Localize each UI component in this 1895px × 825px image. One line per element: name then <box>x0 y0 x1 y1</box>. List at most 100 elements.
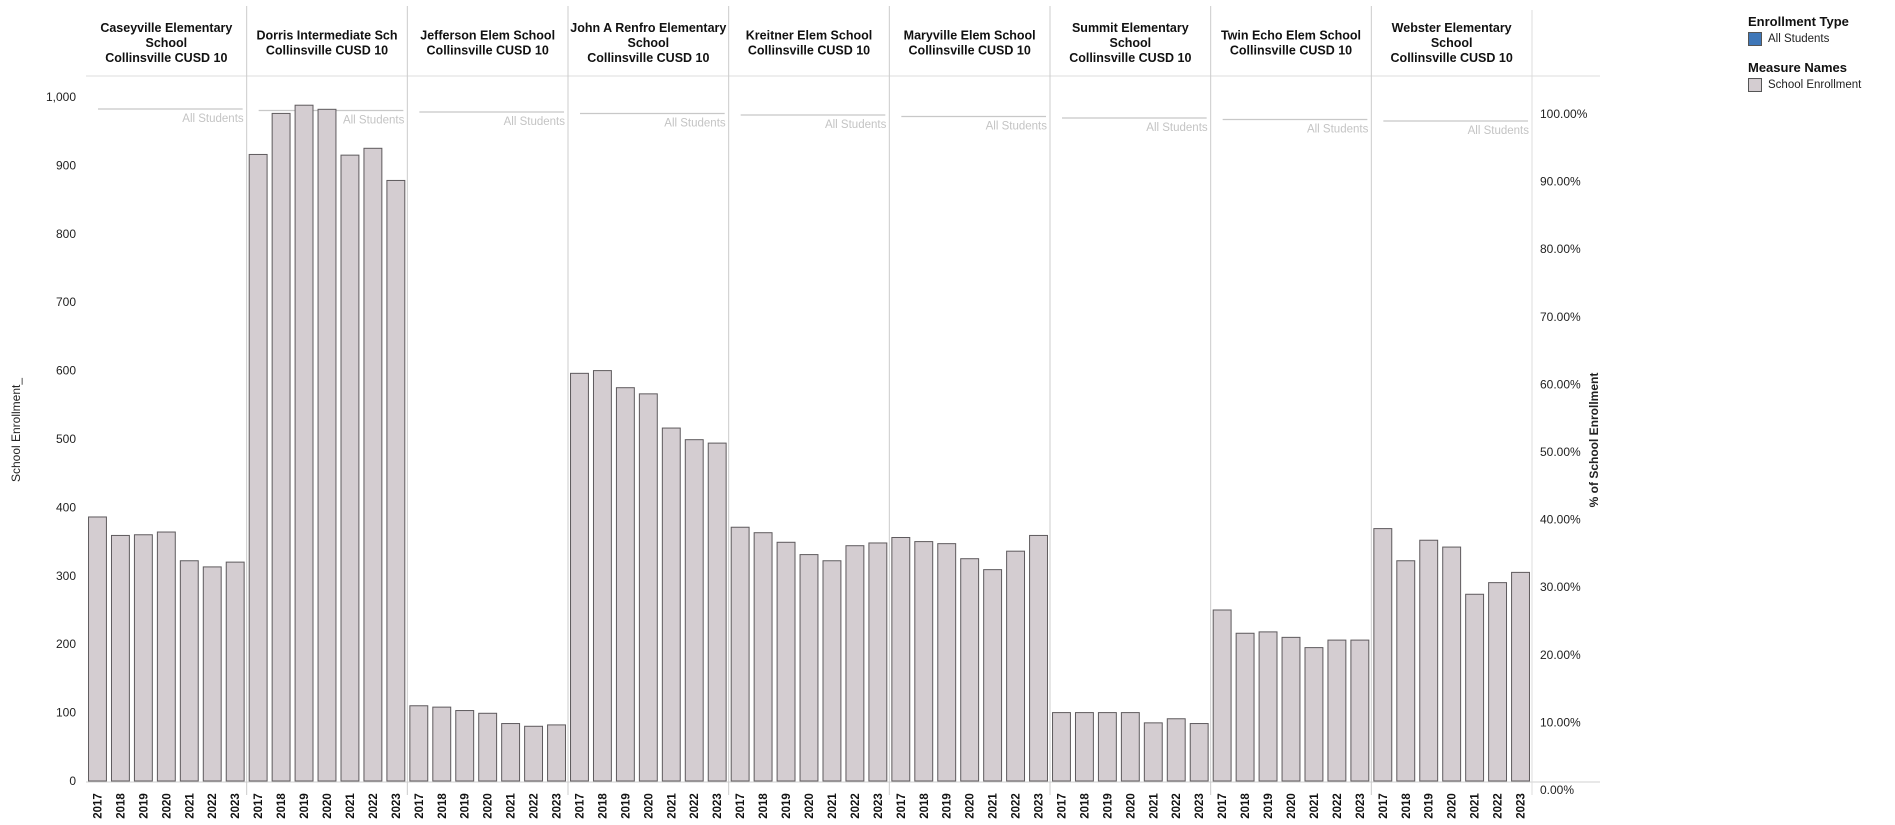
x-tick-label-year: 2019 <box>781 793 793 819</box>
school-header-label: School <box>1109 36 1151 50</box>
enrollment-bar <box>661 427 681 782</box>
x-tick-label-year: 2022 <box>1171 793 1183 819</box>
enrollment-bar <box>1097 712 1117 782</box>
legend-item-school-enrollment[interactable]: School Enrollment <box>1748 78 1861 92</box>
enrollment-bar <box>179 560 199 782</box>
enrollment-bar <box>592 370 612 782</box>
enrollment-bar <box>524 725 544 782</box>
x-tick-label-year: 2018 <box>758 793 770 819</box>
x-tick-label-year: 2021 <box>1309 793 1321 819</box>
enrollment-bar <box>891 536 911 782</box>
x-tick-label-year: 2020 <box>643 793 655 819</box>
enrollment-bar <box>156 531 176 782</box>
y-axis-title: School Enrollment_ <box>9 378 23 482</box>
enrollment-bar <box>1189 723 1209 782</box>
x-tick-label-year: 2018 <box>1079 793 1091 819</box>
school-header-label: Webster Elementary <box>1392 21 1512 35</box>
legend-measure-names-title: Measure Names <box>1748 60 1847 75</box>
school-header-label: Maryville Elem School <box>904 29 1036 43</box>
all-students-line-label: All Students <box>986 121 1048 133</box>
y-tick-label: 600 <box>56 364 76 378</box>
x-tick-label-year: 2022 <box>207 793 219 819</box>
enrollment-bar <box>753 532 773 782</box>
enrollment-bar <box>1419 539 1439 782</box>
x-tick-label-year: 2020 <box>804 793 816 819</box>
x-tick-label-year: 2022 <box>368 793 380 819</box>
enrollment-bar <box>1281 636 1301 782</box>
x-tick-label-year: 2019 <box>942 793 954 819</box>
enrollment-bar <box>822 560 842 782</box>
enrollment-bar <box>1396 560 1416 782</box>
all-students-line-label: All Students <box>504 116 566 128</box>
enrollment-bar <box>1235 632 1255 782</box>
x-tick-label-year: 2017 <box>1217 793 1229 819</box>
x-tick-label-year: 2018 <box>1240 793 1252 819</box>
school-header-label: Collinsville CUSD 10 <box>1391 51 1513 65</box>
y2-tick-label: 20.00% <box>1540 648 1581 662</box>
x-tick-label-year: 2017 <box>253 793 265 819</box>
x-tick-label-year: 2017 <box>574 793 586 819</box>
enrollment-bar <box>432 706 452 782</box>
legend: Enrollment Type All Students Measure Nam… <box>1748 14 1861 92</box>
x-tick-label-year: 2018 <box>919 793 931 819</box>
enrollment-bar <box>88 516 107 782</box>
school-header-label: Jefferson Elem School <box>420 29 555 43</box>
x-tick-label-year: 2022 <box>1332 793 1344 819</box>
all-students-line-label: All Students <box>1307 124 1369 136</box>
y2-tick-label: 50.00% <box>1540 445 1581 459</box>
enrollment-bar <box>248 153 268 782</box>
school-header-label: Collinsville CUSD 10 <box>427 44 549 58</box>
x-tick-label-year: 2018 <box>115 793 127 819</box>
x-tick-label-year: 2020 <box>965 793 977 819</box>
x-tick-label-year: 2021 <box>827 793 839 819</box>
x-tick-label-year: 2019 <box>1263 793 1275 819</box>
school-header-label: Collinsville CUSD 10 <box>105 51 227 65</box>
school-header-label: Collinsville CUSD 10 <box>1069 51 1191 65</box>
x-tick-label-year: 2023 <box>1034 793 1046 819</box>
x-tick-label-year: 2023 <box>552 793 564 819</box>
enrollment-bar <box>960 558 980 782</box>
enrollment-bar <box>799 554 819 782</box>
enrollment-bar <box>1143 722 1163 782</box>
y-tick-label: 200 <box>56 637 76 651</box>
x-tick-label-year: 2021 <box>666 793 678 819</box>
x-tick-label-year: 2023 <box>1516 793 1528 819</box>
enrollment-bar <box>1258 631 1278 782</box>
school-header-label: Twin Echo Elem School <box>1221 29 1361 43</box>
y-tick-label: 500 <box>56 432 76 446</box>
x-tick-label-year: 2021 <box>184 793 196 819</box>
y2-tick-label: 30.00% <box>1540 580 1581 594</box>
x-tick-label-year: 2018 <box>1401 793 1413 819</box>
x-tick-label-year: 2019 <box>299 793 311 819</box>
all-students-line-label: All Students <box>1146 122 1208 134</box>
enrollment-bar <box>1052 712 1071 782</box>
y2-tick-label: 80.00% <box>1540 242 1581 256</box>
legend-item-all-students[interactable]: All Students <box>1748 32 1861 46</box>
enrollment-bar <box>1120 712 1140 782</box>
x-tick-label-year: 2021 <box>1148 793 1160 819</box>
enrollment-bar <box>133 534 153 782</box>
x-tick-label-year: 2019 <box>1102 793 1114 819</box>
x-tick-label-year: 2020 <box>1125 793 1137 819</box>
x-tick-label-year: 2023 <box>873 793 885 819</box>
x-tick-label-year: 2019 <box>1424 793 1436 819</box>
school-header-label: School <box>1431 36 1473 50</box>
x-tick-label-year: 2020 <box>1447 793 1459 819</box>
x-tick-label-year: 2020 <box>161 793 173 819</box>
enrollment-bar <box>1212 609 1232 782</box>
y-tick-label: 0 <box>69 774 76 788</box>
x-tick-label-year: 2020 <box>483 793 495 819</box>
x-tick-label-year: 2017 <box>735 793 747 819</box>
y2-tick-label: 40.00% <box>1540 513 1581 527</box>
enrollment-bar <box>1029 534 1048 782</box>
school-header-label: Collinsville CUSD 10 <box>266 44 388 58</box>
school-header-label: Summit Elementary <box>1072 21 1189 35</box>
enrollment-bar <box>363 147 383 782</box>
enrollment-bar <box>638 393 658 782</box>
all-students-line-label: All Students <box>664 118 726 130</box>
enrollment-bar <box>386 179 406 782</box>
enrollment-bar <box>294 104 314 782</box>
enrollment-bar <box>570 372 589 782</box>
x-tick-label-year: 2017 <box>896 793 908 819</box>
enrollment-bar <box>1511 571 1530 782</box>
